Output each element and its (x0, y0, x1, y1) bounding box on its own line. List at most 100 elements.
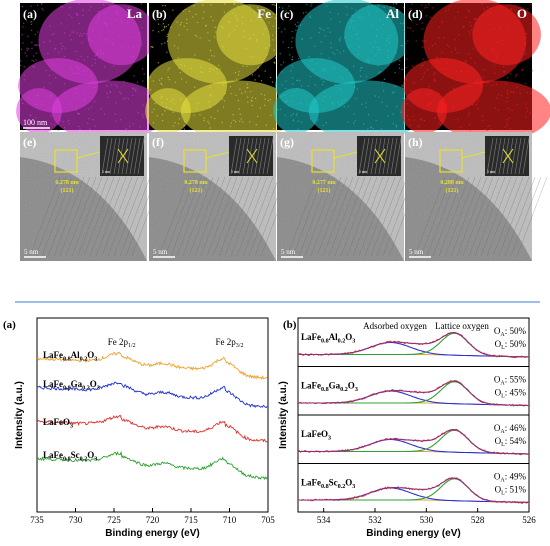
eds-signal-dot (48, 74, 50, 77)
eds-signal-dot (426, 69, 429, 71)
inset-fringe (382, 137, 390, 175)
eds-signal-dot (251, 96, 253, 99)
lattice-fringe (65, 176, 97, 257)
eds-signal-dot (375, 119, 377, 121)
eds-signal-dot (428, 103, 430, 105)
eds-signal-dot (341, 99, 343, 102)
eds-signal-dot (416, 23, 418, 25)
eds-signal-dot (525, 33, 527, 35)
lattice-fringe (29, 176, 61, 257)
eds-particle (401, 88, 447, 134)
eds-signal-dot (35, 117, 37, 119)
eds-signal-dot (475, 80, 477, 82)
eds-signal-dot (55, 77, 57, 79)
eds-signal-dot (507, 28, 509, 30)
lattice-fringe (474, 176, 506, 257)
inset-fringe (502, 137, 510, 175)
eds-signal-dot (321, 83, 324, 86)
inset-fringe (486, 137, 494, 175)
eds-signal-dot (329, 31, 331, 33)
eds-signal-dot (327, 27, 329, 29)
eds-signal-dot (285, 80, 287, 82)
eds-signal-dot (530, 4, 532, 6)
eds-signal-dot (223, 11, 225, 13)
eds-signal-dot (381, 128, 383, 130)
eds-signal-dot (161, 29, 163, 32)
eds-signal-dot (106, 85, 108, 87)
eds-signal-dot (273, 49, 275, 51)
eds-signal-dot (244, 91, 247, 93)
eds-signal-dot (421, 10, 423, 12)
lattice-fringe (316, 176, 348, 257)
scale-bar-label: 5 nm (153, 248, 168, 256)
eds-signal-dot (232, 12, 234, 14)
eds-signal-dot (133, 75, 135, 77)
eds-signal-dot (61, 48, 63, 50)
lattice-fringe (480, 176, 512, 257)
eds-signal-dot (200, 71, 202, 73)
eds-signal-dot (71, 16, 73, 19)
eds-signal-dot (183, 121, 186, 123)
eds-signal-dot (476, 108, 479, 110)
inset-fringe (109, 137, 117, 175)
eds-signal-dot (493, 72, 496, 74)
eds-signal-dot (422, 46, 424, 48)
eds-signal-dot (172, 98, 174, 101)
eds-signal-dot (270, 114, 272, 116)
eds-signal-dot (374, 95, 376, 97)
eds-signal-dot (86, 69, 89, 72)
eds-signal-dot (221, 121, 223, 123)
eds-signal-dot (405, 99, 408, 101)
eds-signal-dot (412, 17, 415, 19)
eds-signal-dot (331, 102, 334, 104)
inset-fringe (105, 137, 113, 175)
eds-signal-dot (467, 115, 469, 117)
eds-signal-dot (350, 19, 352, 21)
eds-signal-dot (526, 91, 528, 94)
eds-signal-dot (530, 56, 532, 58)
eds-signal-dot (504, 126, 506, 129)
inset-fringe (386, 137, 394, 175)
eds-signal-dot (132, 46, 135, 48)
eds-signal-dot (205, 25, 207, 27)
eds-signal-dot (199, 37, 201, 39)
eds-signal-dot (89, 44, 91, 47)
eds-signal-dot (168, 67, 170, 69)
eds-signal-dot (41, 104, 43, 106)
eds-signal-dot (372, 128, 375, 130)
eds-signal-dot (199, 114, 201, 116)
eds-signal-dot (509, 53, 511, 55)
eds-particle (436, 80, 550, 142)
eds-signal-dot (355, 98, 357, 100)
eds-signal-dot (119, 91, 121, 93)
eds-signal-dot (267, 99, 269, 102)
eds-signal-dot (29, 114, 31, 117)
eds-signal-dot (415, 93, 417, 95)
lattice-fringe (444, 176, 476, 257)
eds-signal-dot (398, 63, 400, 66)
eds-signal-dot (214, 117, 216, 120)
eds-signal-dot (208, 101, 210, 103)
eds-signal-dot (53, 124, 56, 126)
eds-signal-dot (269, 76, 272, 79)
eds-signal-dot (35, 52, 37, 54)
eds-signal-dot (445, 58, 447, 60)
eds-signal-dot (505, 83, 507, 85)
eds-signal-dot (379, 49, 381, 51)
eds-signal-dot (88, 38, 90, 40)
eds-signal-dot (157, 62, 159, 64)
eds-signal-dot (76, 67, 78, 69)
eds-signal-dot (98, 10, 100, 13)
eds-signal-dot (454, 49, 457, 51)
eds-panel-la: (a) La 100 nm (16, 0, 167, 142)
eds-signal-dot (300, 24, 302, 26)
eds-signal-dot (43, 86, 45, 88)
eds-signal-dot (97, 18, 99, 20)
eds-signal-dot (387, 115, 389, 117)
eds-signal-dot (525, 116, 527, 118)
eds-signal-dot (468, 124, 471, 126)
eds-signal-dot (47, 52, 49, 55)
lattice-fringe (71, 176, 103, 257)
eds-signal-dot (91, 64, 93, 67)
eds-signal-dot (422, 58, 424, 60)
